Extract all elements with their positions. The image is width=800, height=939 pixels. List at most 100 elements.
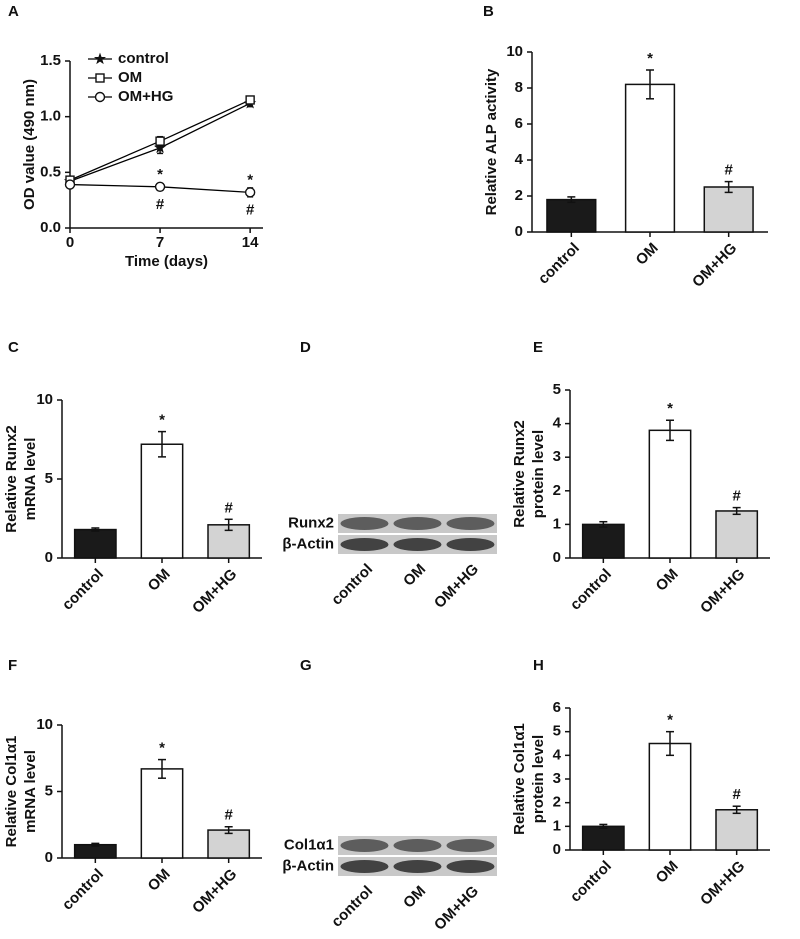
- significance-marker: #: [732, 786, 741, 803]
- legend-label: control: [118, 50, 169, 67]
- y-axis-label: protein level: [530, 735, 547, 823]
- significance-marker: #: [224, 499, 233, 516]
- y-tick-label: 2: [553, 794, 561, 811]
- y-axis-label: Relative Col1α1: [511, 723, 528, 835]
- panel-label: C: [8, 339, 19, 356]
- y-tick-label: 10: [506, 43, 523, 60]
- x-tick-label: OM+HG: [431, 883, 482, 934]
- y-axis-label: Relative Runx2: [3, 425, 20, 533]
- error-bar: [91, 527, 100, 532]
- x-tick-label: OM+HG: [697, 858, 748, 909]
- blot-band: [340, 860, 389, 873]
- bar: [581, 825, 625, 851]
- bar: [73, 528, 117, 559]
- marker: [93, 52, 107, 65]
- blot-row-label: Runx2: [288, 514, 334, 531]
- bar: [648, 742, 692, 851]
- annotation: #: [246, 201, 255, 218]
- bar: [624, 83, 676, 233]
- x-tick-label: control: [567, 566, 615, 614]
- legend-label: OM+HG: [118, 88, 173, 105]
- y-axis-label: mRNA level: [22, 438, 39, 521]
- significance-marker: *: [667, 400, 673, 417]
- panel-label: E: [533, 339, 543, 356]
- x-axis-label: Time (days): [125, 253, 208, 270]
- y-tick-label: 0.5: [40, 163, 61, 180]
- error-bar: [732, 805, 741, 815]
- error-bar: [567, 196, 576, 204]
- y-tick-label: 0: [45, 549, 53, 566]
- y-tick-label: 10: [36, 716, 53, 733]
- x-tick-label: OM+HG: [689, 240, 740, 291]
- x-tick-label: control: [59, 566, 107, 614]
- panel-label: D: [300, 339, 311, 356]
- panel-label: H: [533, 657, 544, 674]
- error-bar: [158, 430, 166, 458]
- x-tick-label: OM: [633, 240, 662, 269]
- marker: [244, 187, 256, 198]
- panel-label: F: [8, 657, 17, 674]
- y-axis-label: protein level: [530, 430, 547, 518]
- x-tick-label: OM: [400, 561, 429, 590]
- legend-label: OM: [118, 69, 142, 86]
- y-tick-label: 6: [515, 115, 523, 132]
- y-axis-label: mRNA level: [22, 750, 39, 833]
- x-tick-label: OM: [400, 883, 429, 912]
- x-tick-label: control: [59, 866, 107, 914]
- panel-label: G: [300, 657, 312, 674]
- y-tick-label: 4: [515, 151, 524, 168]
- blot-row-label: Col1α1: [284, 836, 334, 853]
- x-tick-label: OM+HG: [189, 566, 240, 617]
- significance-marker: *: [159, 740, 165, 757]
- blot-band: [446, 517, 495, 530]
- blot-band: [393, 839, 442, 852]
- significance-marker: #: [732, 488, 741, 505]
- blot-band: [393, 517, 442, 530]
- x-tick-label: 7: [156, 234, 164, 251]
- y-tick-label: 2: [553, 482, 561, 499]
- error-bar: [646, 69, 654, 100]
- bar: [715, 809, 759, 851]
- y-tick-label: 0.0: [40, 219, 61, 236]
- blot-row-label: β-Actin: [282, 857, 334, 874]
- significance-marker: *: [647, 50, 653, 67]
- marker: [64, 179, 76, 190]
- y-axis-label: Relative Runx2: [511, 420, 528, 528]
- x-tick-label: OM+HG: [697, 566, 748, 617]
- y-tick-label: 5: [553, 381, 561, 398]
- error-bar: [732, 506, 741, 516]
- error-bar: [666, 419, 674, 442]
- significance-marker: #: [724, 162, 733, 179]
- y-axis-label: Relative ALP activity: [483, 68, 500, 215]
- x-tick-label: OM: [145, 866, 174, 895]
- marker: [95, 73, 105, 83]
- y-tick-label: 1: [553, 817, 561, 834]
- blot-band: [393, 538, 442, 551]
- significance-marker: #: [224, 807, 233, 824]
- y-tick-label: 0: [515, 223, 523, 240]
- x-tick-label: OM+HG: [189, 866, 240, 917]
- y-axis-label: OD value (490 nm): [21, 79, 38, 210]
- y-tick-label: 5: [45, 782, 53, 799]
- marker: [94, 91, 106, 103]
- annotation: #: [156, 196, 165, 213]
- blot-band: [446, 860, 495, 873]
- blot-band: [340, 839, 389, 852]
- x-tick-label: OM: [145, 566, 174, 595]
- y-tick-label: 0: [553, 549, 561, 566]
- bar: [703, 186, 754, 233]
- bar: [581, 523, 625, 559]
- bar: [546, 198, 597, 233]
- blot-band: [446, 538, 495, 551]
- blot-band: [340, 517, 389, 530]
- error-bar: [224, 518, 233, 532]
- y-tick-label: 0: [45, 849, 53, 866]
- y-tick-label: 8: [515, 79, 523, 96]
- bar: [140, 768, 184, 859]
- y-tick-label: 3: [553, 770, 561, 787]
- annotation: *: [157, 166, 163, 183]
- x-tick-label: control: [328, 561, 376, 609]
- bar: [648, 429, 692, 559]
- blot-band: [393, 860, 442, 873]
- y-tick-label: 1.5: [40, 52, 61, 69]
